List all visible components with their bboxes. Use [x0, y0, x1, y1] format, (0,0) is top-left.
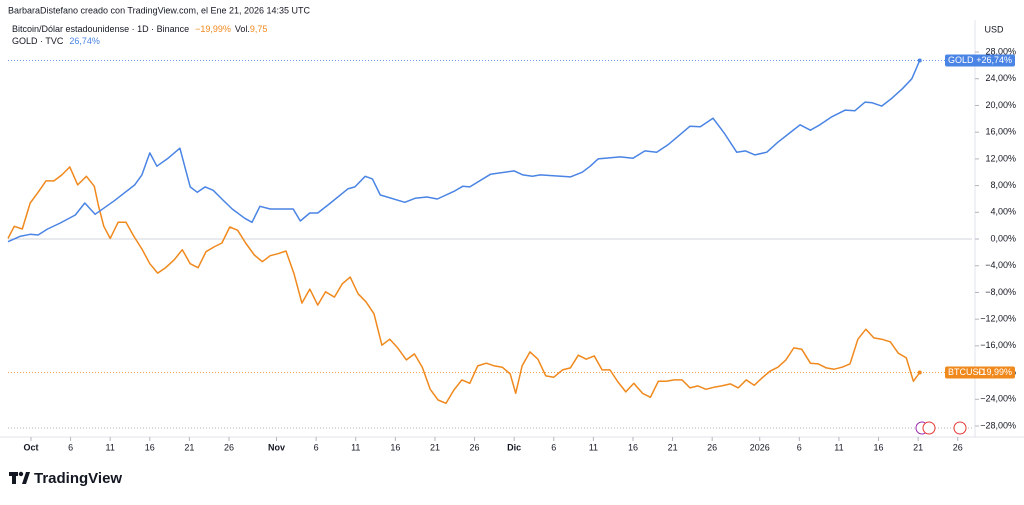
x-tick-label: 26 [707, 442, 717, 452]
x-tick-label: 16 [390, 442, 400, 452]
y-tick-label: 8,00% [990, 180, 1016, 190]
series-line [7, 60, 921, 243]
legend-name: Bitcoin/Dólar estadounidense · 1D · Bina… [12, 24, 267, 34]
x-tick-label: 6 [68, 442, 73, 452]
x-tick-label: 26 [470, 442, 480, 452]
legend-series-name: Bitcoin/Dólar estadounidense · 1D · Bina… [12, 24, 189, 34]
x-tick-label: Oct [23, 442, 38, 452]
tag-box [945, 366, 1015, 379]
x-tick-label: 21 [430, 442, 440, 452]
x-tick-label: 16 [145, 442, 155, 452]
x-tick-label: 11 [834, 442, 843, 452]
logo [9, 471, 30, 484]
x-tick-label: 26 [224, 442, 234, 452]
x-tick-label: 6 [797, 442, 802, 452]
y-tick-label: −24,00% [980, 394, 1016, 404]
x-tick-label: 11 [106, 442, 115, 452]
y-tick-label: 28,00% [985, 46, 1016, 56]
x-tick-label: 21 [668, 442, 678, 452]
y-tick-label: 0,00% [990, 233, 1016, 243]
tag-value: +26,74% [976, 55, 1012, 65]
y-tick-label: 4,00% [990, 207, 1016, 217]
y-tick-label: 12,00% [985, 153, 1016, 163]
brand: TradingView [34, 470, 122, 487]
x-tick-label: 21 [184, 442, 194, 452]
tag-box [945, 54, 1015, 67]
y-tick-label: 24,00% [985, 73, 1016, 83]
y-tick-label: 20,00% [985, 100, 1016, 110]
legend-name: GOLD · TVC 26,74% [12, 36, 100, 46]
series-line [7, 166, 921, 405]
x-tick-label: 26 [953, 442, 963, 452]
x-tick-label: Nov [268, 442, 285, 452]
x-tick-label: Dic [507, 442, 521, 452]
x-tick-label: 16 [874, 442, 884, 452]
y-tick-label: −28,00% [980, 420, 1016, 430]
logo-slash [22, 472, 30, 484]
x-tick-label: 16 [628, 442, 638, 452]
last-point [917, 58, 922, 63]
tag-name: BTCUSD [948, 367, 986, 377]
event-icons [915, 421, 967, 435]
x-tick-label: 6 [551, 442, 556, 452]
currency: USD [984, 24, 1004, 34]
credit: BarbaraDistefano creado con TradingView.… [8, 5, 311, 15]
y-tick-label: −4,00% [985, 260, 1016, 270]
x-tick-label: 6 [314, 442, 319, 452]
x-tick-label: 2026 [750, 442, 770, 452]
x-tick-label: 11 [589, 442, 598, 452]
tag-name: GOLD [948, 55, 974, 65]
last-point [917, 370, 922, 375]
y-tick-label: −16,00% [980, 340, 1016, 350]
y-tick-label: 16,00% [985, 127, 1016, 137]
legend-value: −19,99% [195, 24, 231, 34]
logo-dot [18, 471, 24, 477]
logo-stem [12, 472, 16, 484]
tag-value: −19,99% [976, 367, 1012, 377]
x-tick-label: 11 [351, 442, 360, 452]
legend-value: 26,74% [69, 36, 100, 46]
event-icon [922, 421, 936, 435]
legend-volume-label: Vol. [235, 24, 250, 34]
event-icon [953, 421, 967, 435]
x-tick-label: 21 [913, 442, 923, 452]
y-tick-label: −8,00% [985, 287, 1016, 297]
y-tick-label: −12,00% [980, 314, 1016, 324]
legend-series-name: GOLD · TVC [12, 36, 64, 46]
legend-volume: 9,75 [250, 24, 268, 34]
